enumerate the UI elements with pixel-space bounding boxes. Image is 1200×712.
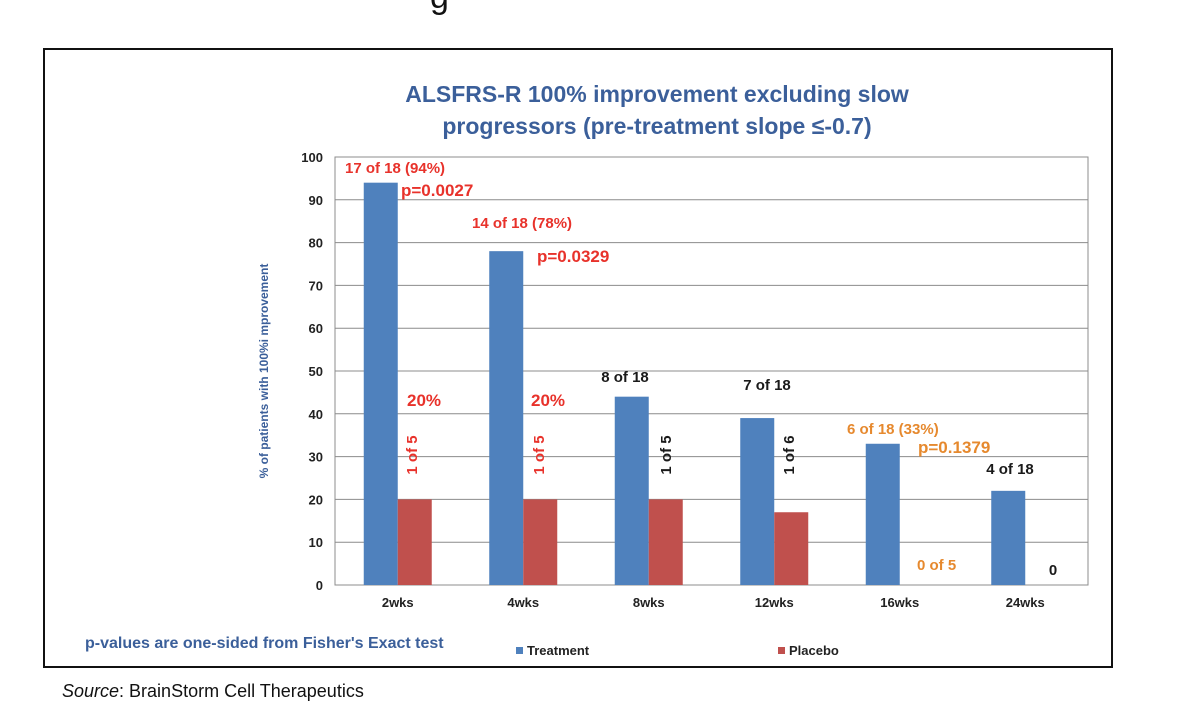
treatment-legend-swatch — [516, 647, 523, 654]
y-tick-label: 50 — [309, 364, 323, 379]
bar-annotation: 1 of 5 — [531, 435, 548, 474]
chart-title-line: ALSFRS-R 100% improvement excluding slow — [405, 81, 909, 107]
bar-annotation: 0 — [1049, 562, 1057, 579]
x-tick-label: 8wks — [633, 595, 665, 610]
bar-annotation: p=0.0027 — [401, 181, 473, 200]
source-caption: Source: BrainStorm Cell Therapeutics — [62, 681, 364, 702]
y-tick-label: 0 — [316, 578, 323, 593]
bar-annotation: 20% — [531, 391, 565, 410]
source-label: Source — [62, 681, 120, 701]
cropped-heading-fragment: g — [430, 0, 449, 17]
placebo-bar — [774, 512, 809, 585]
y-tick-label: 90 — [309, 193, 323, 208]
treatment-bar — [363, 182, 398, 585]
treatment-bar — [865, 443, 900, 585]
source-text: : BrainStorm Cell Therapeutics — [119, 681, 364, 701]
y-tick-label: 60 — [309, 321, 323, 336]
x-tick-label: 12wks — [755, 595, 794, 610]
x-tick-label: 24wks — [1006, 595, 1045, 610]
x-tick-label: 4wks — [507, 595, 539, 610]
x-tick-label: 2wks — [382, 595, 414, 610]
bar-annotation: 14 of 18 (78%) — [472, 215, 572, 232]
bar-annotation: 7 of 18 — [743, 377, 791, 394]
treatment-legend-label: Treatment — [527, 643, 590, 658]
y-axis-label: % of patients with 100%i mprovement — [257, 264, 271, 479]
placebo-bar — [397, 499, 432, 585]
bar-chart: ALSFRS-R 100% improvement excluding slow… — [85, 81, 1089, 658]
bar-annotation: 0 of 5 — [917, 557, 956, 574]
bar-annotation: p=0.1379 — [918, 438, 990, 457]
bar-annotation: 6 of 18 (33%) — [847, 421, 939, 438]
chart-frame: ALSFRS-R 100% improvement excluding slow… — [43, 48, 1113, 668]
y-tick-label: 20 — [309, 492, 323, 507]
placebo-bar — [523, 499, 558, 585]
bar-annotation: 17 of 18 (94%) — [345, 160, 445, 177]
chart-title-line: progressors (pre-treatment slope ≤-0.7) — [442, 113, 871, 139]
y-tick-label: 30 — [309, 450, 323, 465]
treatment-bar — [991, 490, 1026, 585]
placebo-legend-label: Placebo — [789, 643, 839, 658]
bar-annotation: 20% — [407, 391, 441, 410]
footnote: p-values are one-sided from Fisher's Exa… — [85, 635, 444, 652]
y-tick-label: 10 — [309, 535, 323, 550]
y-tick-label: 70 — [309, 278, 323, 293]
x-tick-label: 16wks — [880, 595, 919, 610]
placebo-legend-swatch — [778, 647, 785, 654]
placebo-bar — [648, 499, 683, 585]
treatment-bar — [489, 251, 524, 585]
y-tick-label: 100 — [301, 150, 323, 165]
y-tick-label: 40 — [309, 407, 323, 422]
y-tick-label: 80 — [309, 236, 323, 251]
treatment-bar — [740, 418, 775, 585]
bar-annotation: 4 of 18 — [986, 461, 1034, 478]
bar-annotation: 1 of 5 — [404, 435, 421, 474]
bar-annotation: 8 of 18 — [601, 369, 649, 386]
plot-area-border — [334, 156, 1089, 586]
treatment-bar — [614, 396, 649, 585]
bar-annotation: 1 of 6 — [781, 435, 798, 474]
bar-annotation: 1 of 5 — [658, 435, 675, 474]
bar-annotation: p=0.0329 — [537, 247, 609, 266]
